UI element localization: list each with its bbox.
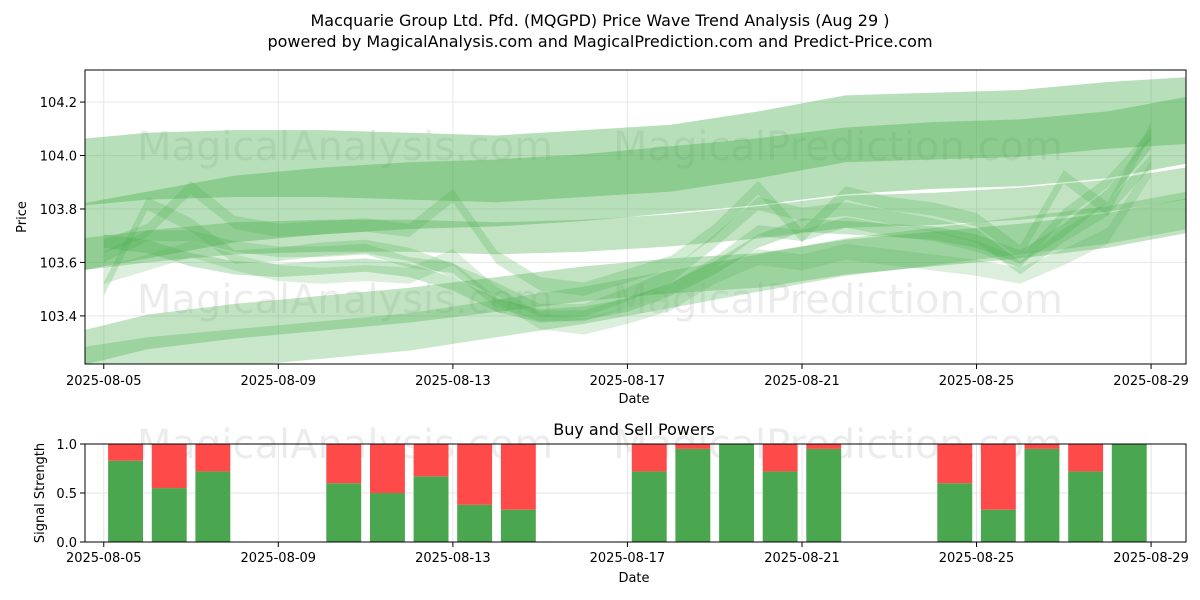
power-x-ticks: 2025-08-05 2025-08-09 2025-08-13 2025-08-17…	[66, 542, 1189, 566]
price-bands	[85, 77, 1186, 364]
power-panel: Buy and Sell Powers MagicalAnalysis.com …	[33, 420, 1189, 586]
price-y-tick-label: 104.2	[40, 96, 77, 111]
power-x-tick-label: 2025-08-29	[1113, 551, 1189, 566]
price-y-axis-label: Price	[15, 201, 30, 233]
sell-bar	[326, 444, 362, 484]
buy-bar	[326, 483, 362, 542]
buy-bar	[1111, 444, 1147, 542]
chart-title: Macquarie Group Ltd. Pfd. (MQGPD) Price …	[311, 11, 890, 30]
price-y-tick-label: 103.6	[40, 256, 77, 271]
price-panel: MagicalAnalysis.com MagicalPrediction.co…	[15, 69, 1189, 407]
price-plot-frame	[84, 69, 1187, 365]
sell-bar	[1024, 444, 1060, 449]
power-x-tick-label: 2025-08-25	[939, 551, 1015, 566]
power-bars	[108, 444, 1147, 542]
price-x-tick-label: 2025-08-09	[241, 374, 317, 389]
power-title: Buy and Sell Powers	[553, 420, 715, 439]
power-y-axis-label: Signal Strength	[33, 443, 48, 543]
price-band-6	[103, 135, 1152, 323]
power-y-tick-label: 1.0	[56, 438, 77, 453]
buy-bar	[762, 471, 798, 542]
price-x-tick-label: 2025-08-17	[590, 374, 666, 389]
power-y-tick-label: 0.5	[56, 487, 77, 502]
buy-bar	[806, 448, 842, 542]
power-x-axis-label: Date	[618, 571, 649, 586]
power-x-tick-label: 2025-08-17	[590, 551, 666, 566]
power-y-tick-label: 0.0	[56, 536, 77, 551]
price-x-tick-label: 2025-08-25	[939, 374, 1015, 389]
sell-bar	[1068, 444, 1104, 472]
sell-bar	[762, 444, 798, 472]
price-y-tick-label: 103.8	[40, 203, 77, 218]
price-y-tick-label: 104.0	[40, 150, 77, 165]
buy-bar	[1068, 471, 1104, 542]
chart-subtitle: powered by MagicalAnalysis.com and Magic…	[267, 32, 932, 51]
sell-bar	[457, 444, 493, 505]
price-band-4	[85, 198, 1186, 364]
price-y-tick-label: 103.4	[40, 310, 77, 325]
buy-bar	[980, 509, 1016, 542]
sell-bar	[195, 444, 231, 472]
power-x-tick-label: 2025-08-13	[415, 551, 491, 566]
price-grid	[85, 70, 1186, 364]
price-x-tick-label: 2025-08-13	[415, 374, 491, 389]
price-x-tick-label: 2025-08-05	[66, 374, 142, 389]
buy-bar	[500, 509, 536, 542]
price-band-3	[85, 167, 1186, 271]
sell-bar	[500, 444, 536, 510]
buy-bar	[151, 488, 187, 542]
price-x-ticks: 2025-08-05 2025-08-09 2025-08-13 2025-08-17…	[66, 364, 1189, 389]
power-x-tick-label: 2025-08-05	[66, 551, 142, 566]
sell-bar	[151, 444, 187, 489]
price-band-8	[103, 154, 1152, 296]
sell-bar	[108, 444, 143, 461]
price-band-5	[85, 191, 1186, 364]
buy-bar	[675, 448, 711, 542]
price-x-tick-label: 2025-08-29	[1113, 374, 1189, 389]
sell-bar	[806, 444, 842, 449]
power-x-tick-label: 2025-08-21	[764, 551, 840, 566]
price-band-2	[85, 96, 1186, 270]
sell-bar	[980, 444, 1016, 510]
buy-bar	[195, 471, 231, 542]
buy-bar	[370, 493, 405, 542]
sell-bar	[413, 444, 449, 477]
price-x-tick-label: 2025-08-21	[764, 374, 840, 389]
power-y-ticks: 0.0 0.5 1.0	[56, 438, 85, 551]
buy-bar	[719, 444, 754, 542]
sell-bar	[370, 444, 405, 493]
sell-bar	[675, 444, 711, 449]
buy-bar	[108, 460, 143, 542]
price-band-1	[85, 77, 1186, 206]
price-y-ticks: 103.4 103.6 103.8 104.0 104.2	[40, 96, 85, 325]
buy-bar	[937, 483, 973, 542]
buy-bar	[631, 471, 667, 542]
buy-bar	[413, 476, 449, 542]
sell-bar	[631, 444, 667, 472]
buy-bar	[1024, 448, 1060, 542]
buy-bar	[457, 504, 493, 542]
sell-bar	[937, 444, 973, 484]
price-plot-area	[85, 70, 1186, 364]
watermark-analysis-2: MagicalAnalysis.com	[137, 277, 553, 323]
price-x-axis-label: Date	[618, 392, 649, 407]
power-x-tick-label: 2025-08-09	[241, 551, 317, 566]
watermark-prediction: MagicalPrediction.com	[613, 124, 1063, 170]
watermark-analysis: MagicalAnalysis.com	[137, 124, 553, 170]
watermark-prediction-2: MagicalPrediction.com	[613, 277, 1063, 323]
